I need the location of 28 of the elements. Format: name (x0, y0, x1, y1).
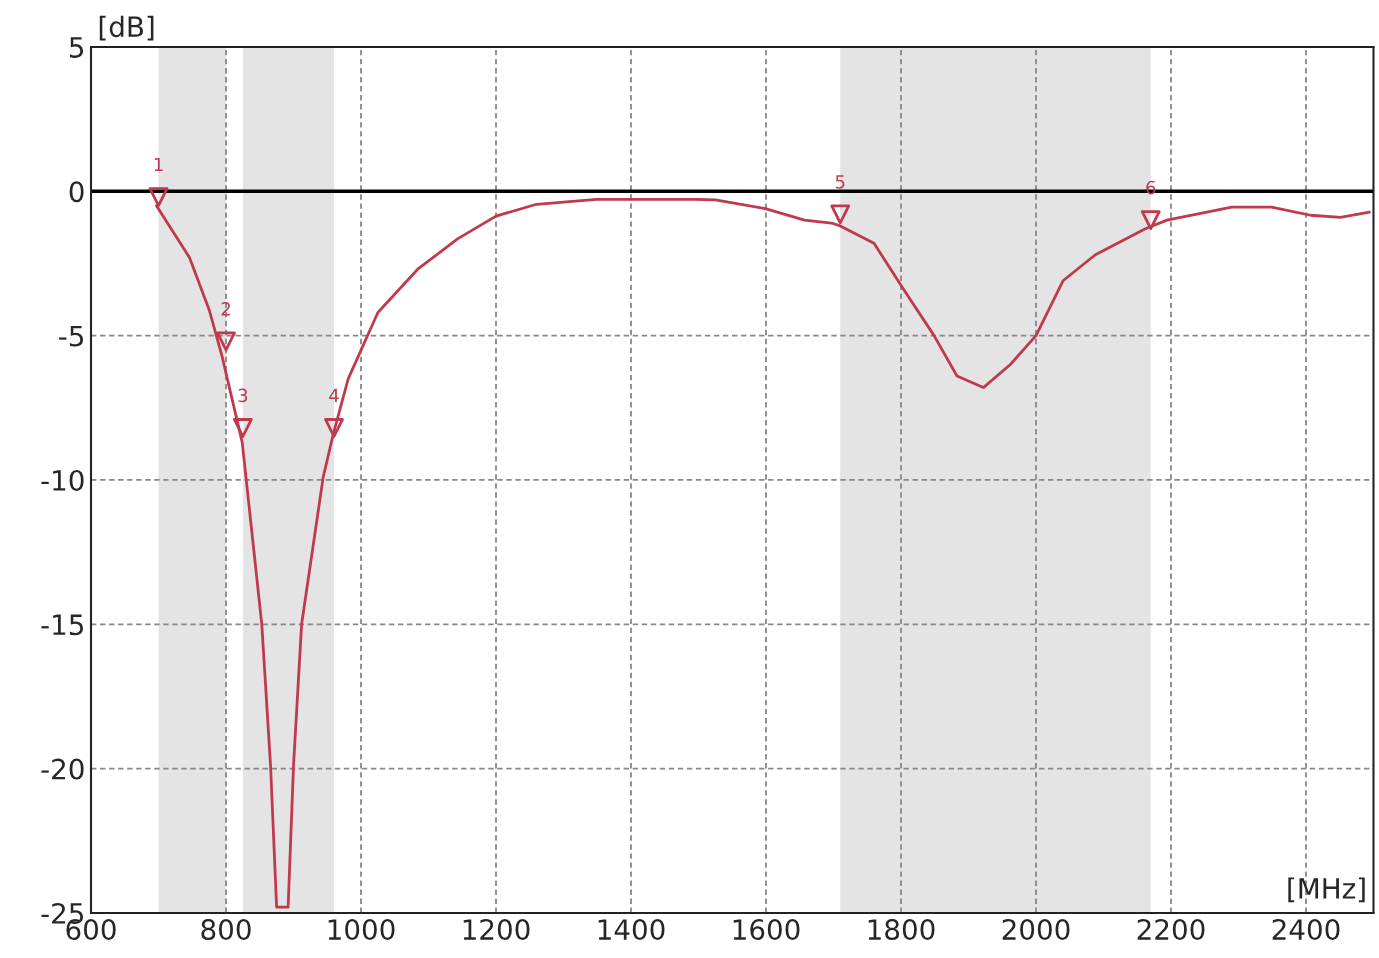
annotation: 4 (329, 388, 339, 403)
y-axis-title: [dB] (99, 15, 154, 41)
annotation: 1 (154, 157, 163, 172)
point (830, 204, 851, 225)
y-tick-label: 5 (69, 37, 84, 58)
annotation: 5 (835, 175, 845, 189)
x-tick-label: 1000 (328, 919, 395, 941)
point (232, 418, 253, 438)
x-tick-label: 1200 (463, 919, 530, 941)
x-tick-label: 2000 (1002, 919, 1070, 941)
annotation: 3 (238, 388, 248, 403)
point (1140, 210, 1161, 231)
annotation: 2 (221, 302, 230, 316)
point (324, 418, 344, 438)
point (216, 331, 236, 352)
y-tick-label: -5 (59, 325, 84, 347)
y-tick-label: -10 (41, 469, 84, 491)
point (148, 187, 169, 207)
y-tick-label: 0 (69, 181, 84, 203)
y-tick-label: -15 (41, 614, 84, 636)
x-tick-label: 1400 (598, 919, 665, 941)
x-tick-label: 1600 (733, 919, 800, 941)
x-tick-label: 2400 (1272, 919, 1340, 941)
y-tick-label: -20 (41, 758, 84, 780)
x-tick-label: 800 (201, 919, 251, 941)
x-tick-label: 2200 (1137, 919, 1205, 941)
x-tick-label: 1800 (868, 919, 935, 941)
x-axis-title: [MHz] (1288, 877, 1365, 903)
